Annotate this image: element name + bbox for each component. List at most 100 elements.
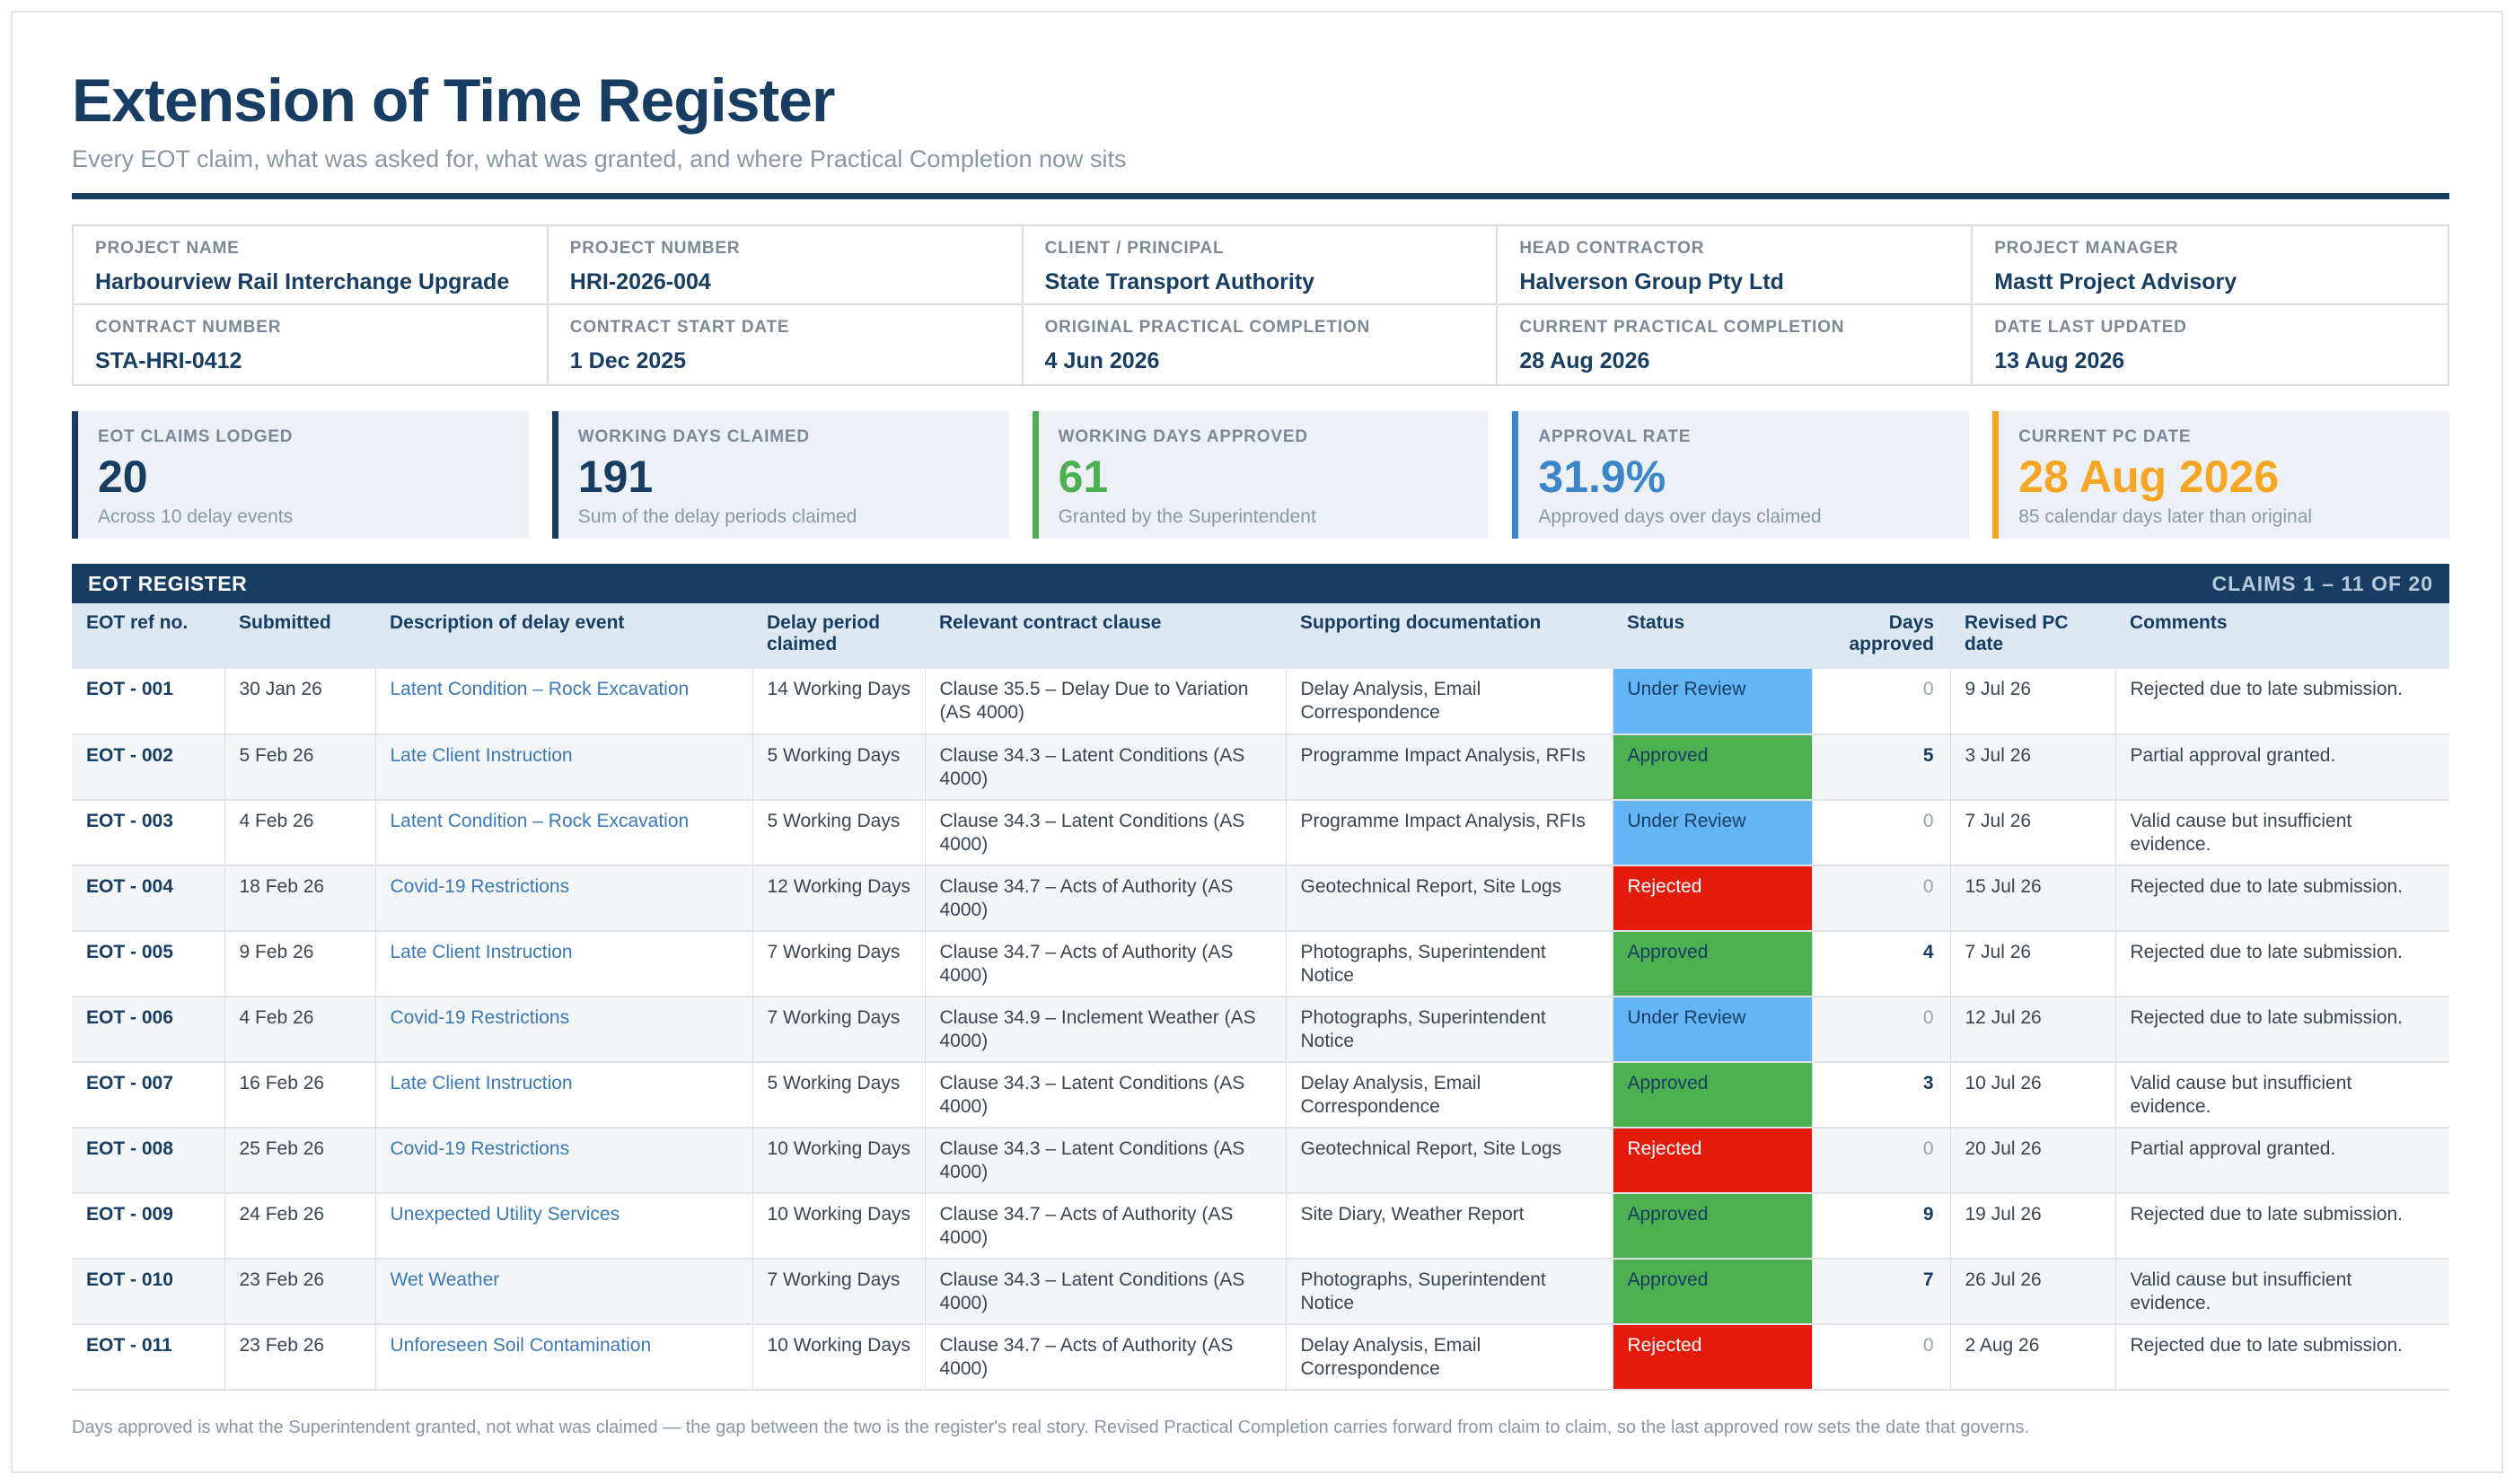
- detail-value: 4 Jun 2026: [1044, 348, 1160, 373]
- kpi-cards: EOT CLAIMS LODGED 20 Across 10 delay event…: [72, 411, 2449, 539]
- table-row[interactable]: EOT - 009 24 Feb 26 Unexpected Utility Ser…: [72, 1193, 2449, 1260]
- detail-cell: PROJECT MANAGER Mastt Project Advisory: [1973, 226, 2448, 305]
- kpi-value: 28 Aug 2026: [2018, 452, 2280, 502]
- days-approved: 4: [1812, 931, 1951, 997]
- kpi-value: 20: [98, 452, 148, 502]
- table-row[interactable]: EOT - 008 25 Feb 26 Covid-19 Restrictions 1…: [72, 1128, 2449, 1194]
- delay-description: Wet Weather: [375, 1259, 753, 1325]
- kpi-note: Approved days over days claimed: [1538, 506, 1822, 527]
- delay-description: Covid-19 Restrictions: [375, 1128, 753, 1194]
- contract-clause: Clause 34.3 – Latent Conditions (AS 4000…: [925, 1128, 1287, 1194]
- delay-period: 7 Working Days: [752, 997, 926, 1063]
- supporting-docs: Photographs, Superintendent Notice: [1286, 1259, 1613, 1325]
- submitted-date: 25 Feb 26: [224, 1128, 376, 1194]
- table-row[interactable]: EOT - 007 16 Feb 26 Late Client Instructio…: [72, 1062, 2449, 1128]
- column-header: Description of delay event: [375, 603, 752, 669]
- kpi-label: APPROVAL RATE: [1538, 427, 1692, 446]
- days-approved: 3: [1812, 1062, 1951, 1128]
- status-badge: Under Review: [1613, 800, 1813, 866]
- detail-cell: CONTRACT NUMBER STA-HRI-0412: [74, 305, 549, 384]
- delay-period: 10 Working Days: [752, 1193, 926, 1260]
- detail-cell: CONTRACT START DATE 1 Dec 2025: [549, 305, 1024, 384]
- delay-description: Late Client Instruction: [375, 734, 753, 801]
- status-badge: Rejected: [1613, 865, 1813, 932]
- days-approved: 0: [1812, 800, 1951, 866]
- page-title: Extension of Time Register: [72, 66, 835, 135]
- table-row[interactable]: EOT - 010 23 Feb 26 Wet Weather 7 Working D…: [72, 1259, 2449, 1325]
- eot-ref: EOT - 007: [72, 1062, 225, 1128]
- table-row[interactable]: EOT - 001 30 Jan 26 Latent Condition – Roc…: [72, 669, 2449, 735]
- supporting-docs: Geotechnical Report, Site Logs: [1286, 865, 1613, 932]
- detail-label: CONTRACT START DATE: [569, 318, 790, 337]
- delay-description: Covid-19 Restrictions: [375, 997, 753, 1063]
- kpi-label: CURRENT PC DATE: [2018, 427, 2192, 446]
- comments: Partial approval granted.: [2115, 734, 2449, 801]
- table-row[interactable]: EOT - 003 4 Feb 26 Latent Condition – Rock…: [72, 800, 2449, 866]
- submitted-date: 18 Feb 26: [224, 865, 376, 932]
- days-approved: 5: [1812, 734, 1951, 801]
- delay-description: Late Client Instruction: [375, 1062, 753, 1128]
- contract-clause: Clause 34.7 – Acts of Authority (AS 4000…: [925, 931, 1287, 997]
- detail-value: HRI-2026-004: [569, 269, 711, 294]
- comments: Valid cause but insufficient evidence.: [2115, 1062, 2449, 1128]
- delay-description: Latent Condition – Rock Excavation: [375, 800, 753, 866]
- status-badge: Under Review: [1613, 997, 1813, 1063]
- delay-description: Unexpected Utility Services: [375, 1193, 753, 1260]
- register-title: EOT REGISTER: [88, 571, 248, 595]
- eot-register-table: EOT ref no. Submitted Description of delay…: [72, 603, 2449, 1391]
- kpi-card: EOT CLAIMS LODGED 20 Across 10 delay event…: [72, 411, 529, 539]
- register-column-headers: EOT ref no. Submitted Description of delay…: [72, 603, 2449, 669]
- table-row[interactable]: EOT - 005 9 Feb 26 Late Client Instruction…: [72, 931, 2449, 997]
- eot-ref: EOT - 009: [72, 1193, 225, 1260]
- comments: Rejected due to late submission.: [2115, 865, 2449, 932]
- submitted-date: 23 Feb 26: [224, 1324, 376, 1391]
- document-sheet: Extension of Time Register Every EOT cla…: [11, 11, 2503, 1473]
- status-badge: Approved: [1613, 734, 1813, 801]
- days-approved: 0: [1812, 865, 1951, 932]
- submitted-date: 4 Feb 26: [224, 997, 376, 1063]
- revised-pc-date: 19 Jul 26: [1950, 1193, 2116, 1260]
- revised-pc-date: 12 Jul 26: [1950, 997, 2116, 1063]
- days-approved: 0: [1812, 669, 1951, 735]
- supporting-docs: Photographs, Superintendent Notice: [1286, 997, 1613, 1063]
- kpi-note: Across 10 delay events: [98, 506, 294, 527]
- eot-ref: EOT - 008: [72, 1128, 225, 1194]
- contract-clause: Clause 34.7 – Acts of Authority (AS 4000…: [925, 1193, 1287, 1260]
- delay-period: 10 Working Days: [752, 1324, 926, 1391]
- detail-value: STA-HRI-0412: [95, 348, 242, 373]
- detail-value: Harbourview Rail Interchange Upgrade: [95, 269, 510, 294]
- detail-value: 13 Aug 2026: [1994, 348, 2125, 373]
- title-divider: [72, 193, 2449, 199]
- detail-label: PROJECT MANAGER: [1994, 239, 2179, 258]
- kpi-value: 191: [577, 452, 654, 502]
- column-header: Relevant contract clause: [925, 603, 1286, 669]
- submitted-date: 16 Feb 26: [224, 1062, 376, 1128]
- status-badge: Approved: [1613, 1259, 1813, 1325]
- table-row[interactable]: EOT - 011 23 Feb 26 Unforeseen Soil Contam…: [72, 1324, 2449, 1391]
- kpi-value: 61: [1058, 452, 1109, 502]
- kpi-value: 31.9%: [1538, 452, 1666, 502]
- table-row[interactable]: EOT - 006 4 Feb 26 Covid-19 Restrictions 7 …: [72, 997, 2449, 1063]
- status-badge: Approved: [1613, 931, 1813, 997]
- column-header: Delay period claimed: [752, 603, 925, 669]
- submitted-date: 5 Feb 26: [224, 734, 376, 801]
- eot-ref: EOT - 004: [72, 865, 225, 932]
- register-header-bar: EOT REGISTER CLAIMS 1 – 11 OF 20: [72, 564, 2449, 603]
- table-row[interactable]: EOT - 002 5 Feb 26 Late Client Instruction…: [72, 734, 2449, 801]
- detail-label: PROJECT NAME: [95, 239, 240, 258]
- contract-clause: Clause 35.5 – Delay Due to Variation (AS…: [925, 669, 1287, 735]
- kpi-label: WORKING DAYS CLAIMED: [577, 427, 810, 446]
- comments: Rejected due to late submission.: [2115, 1193, 2449, 1260]
- column-header: Days approved: [1812, 603, 1950, 669]
- status-badge: Under Review: [1613, 669, 1813, 735]
- days-approved: 7: [1812, 1259, 1951, 1325]
- delay-period: 12 Working Days: [752, 865, 926, 932]
- comments: Valid cause but insufficient evidence.: [2115, 1259, 2449, 1325]
- contract-clause: Clause 34.3 – Latent Conditions (AS 4000…: [925, 734, 1287, 801]
- table-row[interactable]: EOT - 004 18 Feb 26 Covid-19 Restrictions 1…: [72, 865, 2449, 932]
- supporting-docs: Site Diary, Weather Report: [1286, 1193, 1613, 1260]
- contract-clause: Clause 34.7 – Acts of Authority (AS 4000…: [925, 1324, 1287, 1391]
- delay-period: 14 Working Days: [752, 669, 926, 735]
- eot-ref: EOT - 005: [72, 931, 225, 997]
- revised-pc-date: 7 Jul 26: [1950, 931, 2116, 997]
